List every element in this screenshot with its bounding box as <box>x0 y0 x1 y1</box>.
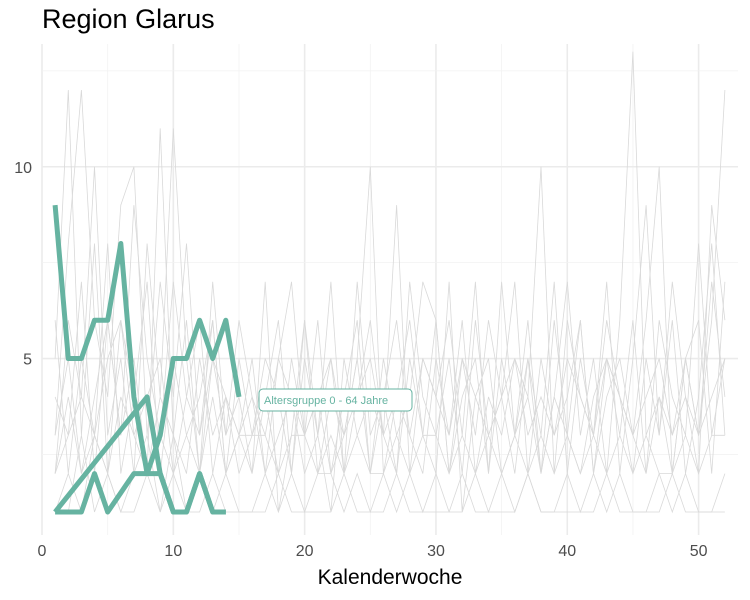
annotation-box <box>258 388 413 412</box>
x-axis-title: Kalenderwoche <box>318 566 463 589</box>
y-tick-label: 10 <box>14 160 32 177</box>
y-tick-label: 5 <box>23 352 32 369</box>
x-axis-tick-labels: 0 10 20 30 40 50 <box>38 543 708 560</box>
x-tick-label: 50 <box>690 543 708 560</box>
background-series-line <box>55 435 725 513</box>
x-tick-label: 40 <box>558 543 576 560</box>
x-tick-label: 20 <box>296 543 314 560</box>
x-tick-label: 10 <box>164 543 182 560</box>
series-annotation: Altersgruppe 0 - 64 Jahre <box>258 388 413 412</box>
y-axis-tick-labels: 5 10 <box>14 160 32 369</box>
background-series-line <box>54 320 726 474</box>
background-series-line <box>54 396 725 475</box>
highlight-series-group <box>52 204 242 515</box>
highlight-series-line <box>55 471 226 515</box>
x-tick-label: 30 <box>427 543 445 560</box>
chart-title: Region Glarus <box>42 4 215 34</box>
annotation-label: Altersgruppe 0 - 64 Jahre <box>264 395 388 407</box>
x-tick-label: 0 <box>38 543 47 560</box>
